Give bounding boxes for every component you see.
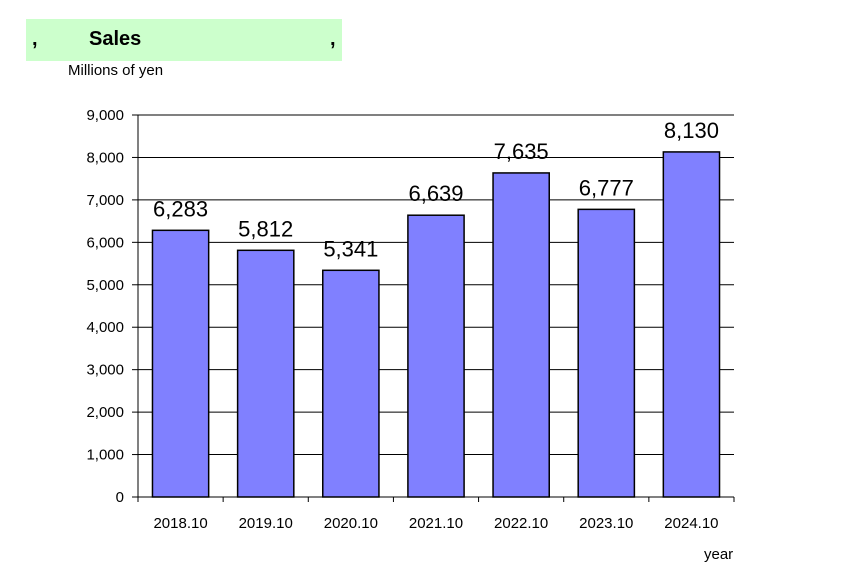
data-label: 8,130	[664, 118, 719, 143]
y-tick-label: 6,000	[86, 234, 124, 251]
y-tick-label: 1,000	[86, 447, 124, 464]
x-axis-label: year	[704, 546, 734, 563]
title-comma-right: ,	[330, 28, 336, 50]
x-tick-label: 2020.10	[324, 515, 378, 532]
data-label: 6,639	[408, 181, 463, 206]
data-label: 6,283	[153, 196, 208, 221]
x-tick-label: 2021.10	[409, 515, 463, 532]
y-axis-unit-label: Millions of yen	[68, 62, 164, 79]
data-label: 5,812	[238, 216, 293, 241]
y-tick-label: 4,000	[86, 319, 124, 336]
y-tick-label: 7,000	[86, 192, 124, 209]
bar	[577, 208, 636, 498]
y-tick-label: 9,000	[86, 107, 124, 124]
y-tick-label: 8,000	[86, 149, 124, 166]
x-tick-label: 2024.10	[664, 515, 718, 532]
x-tick-label: 2022.10	[494, 515, 548, 532]
y-tick-label: 0	[116, 489, 124, 506]
bar	[322, 269, 380, 498]
x-tick-label: 2023.10	[579, 515, 633, 532]
y-tick-label: 5,000	[86, 277, 124, 294]
x-tick-label: 2019.10	[239, 515, 293, 532]
title-comma-left: ,	[32, 28, 38, 50]
bar	[236, 249, 295, 498]
y-tick-label: 3,000	[86, 362, 124, 379]
chart-title-box: , Sales ,	[26, 19, 342, 61]
bar	[151, 229, 210, 498]
bar	[492, 172, 550, 498]
data-label: 6,777	[579, 175, 634, 200]
chart-title: Sales	[89, 28, 142, 50]
y-tick-label: 2,000	[86, 404, 124, 421]
data-label: 5,341	[323, 236, 378, 261]
bar	[407, 214, 465, 498]
x-tick-label: 2018.10	[153, 515, 207, 532]
data-label: 7,635	[494, 139, 549, 164]
bar	[662, 151, 721, 498]
